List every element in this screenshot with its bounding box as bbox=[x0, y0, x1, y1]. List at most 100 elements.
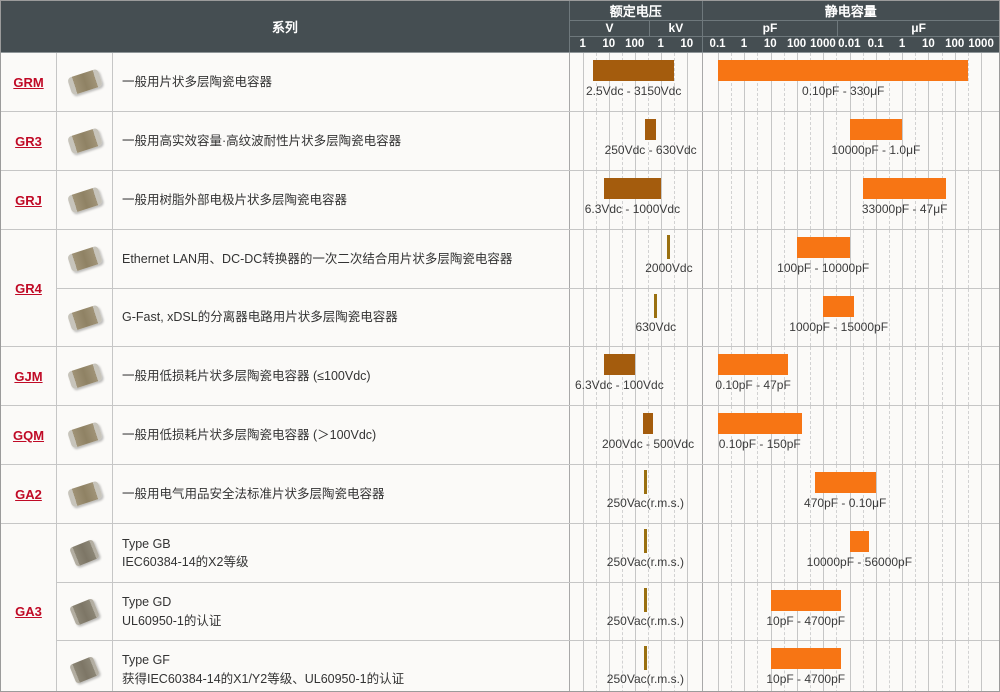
axis-tick-label: 1 bbox=[657, 37, 664, 50]
gridline-dashed bbox=[967, 347, 969, 405]
gridline-dashed bbox=[648, 230, 650, 288]
series-link[interactable]: GRM bbox=[13, 74, 44, 90]
gridline bbox=[770, 465, 772, 523]
gridline-dashed bbox=[941, 347, 943, 405]
gridline-dashed bbox=[757, 289, 759, 346]
gridline-dashed bbox=[621, 230, 623, 288]
series-link[interactable]: GRJ bbox=[15, 192, 42, 208]
gridline bbox=[928, 465, 930, 523]
gridline-dashed bbox=[648, 583, 650, 640]
gridline bbox=[770, 406, 772, 464]
axis-tick-label: 100 bbox=[787, 37, 807, 50]
voltage-range-label: 250Vac(r.m.s.) bbox=[606, 672, 684, 686]
gridline bbox=[770, 112, 772, 170]
capacitance-bar bbox=[770, 590, 841, 611]
gridline-dashed bbox=[915, 347, 917, 405]
gridline-dashed bbox=[915, 289, 917, 346]
series-cell: GR3 bbox=[1, 112, 57, 170]
gridline-dashed bbox=[888, 524, 890, 582]
gridline-dashed bbox=[648, 171, 650, 229]
gridline bbox=[823, 524, 825, 582]
gridline-dashed bbox=[810, 171, 812, 229]
image-cell bbox=[57, 53, 113, 111]
axis-tick-label: 10 bbox=[921, 37, 935, 50]
gridline bbox=[981, 641, 983, 691]
capacitance-chart: 1000pF - 15000pF bbox=[702, 289, 999, 346]
gridline bbox=[717, 524, 719, 582]
series-cell: GA3 bbox=[1, 524, 57, 691]
gridline bbox=[849, 524, 851, 582]
voltage-range-label: 250Vac(r.m.s.) bbox=[606, 496, 684, 510]
image-cell bbox=[57, 583, 113, 640]
capacitance-range-label: 10pF - 4700pF bbox=[766, 614, 846, 628]
series-link[interactable]: GJM bbox=[14, 368, 43, 384]
series-link[interactable]: GA3 bbox=[15, 603, 42, 619]
gridline-dashed bbox=[810, 524, 812, 582]
gridline bbox=[849, 53, 851, 111]
series-rows: 一般用高实效容量·高纹波耐性片状多层陶瓷电容器 250Vdc - 630Vdc 10… bbox=[57, 112, 999, 170]
gridline-dashed bbox=[888, 53, 890, 111]
axis-tick-label: 10 bbox=[680, 37, 694, 50]
table-header: 系列 额定电压 V kV 1 10 100 1 10 静电容量 pF μF 0.1 1 10… bbox=[1, 1, 999, 53]
gridline bbox=[687, 465, 689, 523]
image-cell bbox=[57, 465, 113, 523]
capacitance-range-label: 10pF - 4700pF bbox=[766, 672, 846, 686]
gridline-dashed bbox=[862, 465, 864, 523]
description-line: IEC60384-14的X2等级 bbox=[122, 555, 249, 569]
gridline bbox=[744, 112, 746, 170]
gridline bbox=[902, 583, 904, 640]
series-column-label: 系列 bbox=[271, 20, 298, 35]
voltage-single-value-line bbox=[643, 470, 647, 494]
gridline bbox=[823, 347, 825, 405]
voltage-chart: 2.5Vdc - 3150Vdc bbox=[569, 53, 702, 111]
gridline-dashed bbox=[621, 406, 623, 464]
gridline-dashed bbox=[810, 347, 812, 405]
axis-tick-label: 1 bbox=[740, 37, 748, 50]
gridline-dashed bbox=[810, 112, 812, 170]
gridline bbox=[981, 406, 983, 464]
gridline bbox=[582, 583, 584, 640]
capacitance-range-label: 0.10pF - 150pF bbox=[718, 437, 801, 451]
gridline-dashed bbox=[621, 347, 623, 405]
gridline-dashed bbox=[595, 583, 597, 640]
gridline bbox=[981, 289, 983, 346]
voltage-bar bbox=[645, 119, 656, 140]
gridline bbox=[687, 53, 689, 111]
series-rows: 一般用片状多层陶瓷电容器 2.5Vdc - 3150Vdc 0.10pF - 330… bbox=[57, 53, 999, 111]
description-cell: 一般用树脂外部电极片状多层陶瓷电容器 bbox=[113, 171, 570, 229]
gridline-dashed bbox=[915, 171, 917, 229]
gridline-dashed bbox=[621, 112, 623, 170]
series-link[interactable]: GR4 bbox=[15, 280, 42, 296]
voltage-chart: 6.3Vdc - 1000Vdc bbox=[569, 171, 702, 229]
gridline bbox=[928, 230, 930, 288]
capacitance-range-label: 0.10pF - 330μF bbox=[802, 84, 885, 98]
gridline bbox=[823, 171, 825, 229]
description-line: G-Fast, xDSL的分离器电路用片状多层陶瓷电容器 bbox=[122, 310, 398, 325]
gridline-dashed bbox=[648, 289, 650, 346]
gridline-dashed bbox=[967, 524, 969, 582]
capacitance-chart: 33000pF - 47μF bbox=[702, 171, 999, 229]
image-cell bbox=[57, 289, 113, 346]
series-group: GJM 一般用低损耗片状多层陶瓷电容器 (≤100Vdc) 6.3Vdc - 100… bbox=[1, 346, 999, 405]
gridline bbox=[770, 289, 772, 346]
capacitance-range-label: 1000pF - 15000pF bbox=[789, 320, 889, 334]
gridline bbox=[981, 583, 983, 640]
capacitance-chart: 10000pF - 56000pF bbox=[702, 524, 999, 582]
gridline bbox=[954, 524, 956, 582]
gridline-dashed bbox=[757, 347, 759, 405]
gridline-dashed bbox=[731, 230, 733, 288]
gridline-dashed bbox=[757, 524, 759, 582]
gridline-dashed bbox=[595, 524, 597, 582]
capacitance-unit-row: pF μF bbox=[702, 21, 999, 37]
capacitor-image bbox=[69, 655, 100, 684]
gridline-dashed bbox=[862, 641, 864, 691]
voltage-bar bbox=[603, 178, 662, 199]
series-link[interactable]: GR3 bbox=[15, 133, 42, 149]
gridline bbox=[687, 112, 689, 170]
gridline bbox=[770, 583, 772, 640]
gridline bbox=[744, 583, 746, 640]
gridline bbox=[582, 171, 584, 229]
series-link[interactable]: GA2 bbox=[15, 486, 42, 502]
series-link[interactable]: GQM bbox=[12, 427, 45, 443]
gridline-dashed bbox=[674, 465, 676, 523]
